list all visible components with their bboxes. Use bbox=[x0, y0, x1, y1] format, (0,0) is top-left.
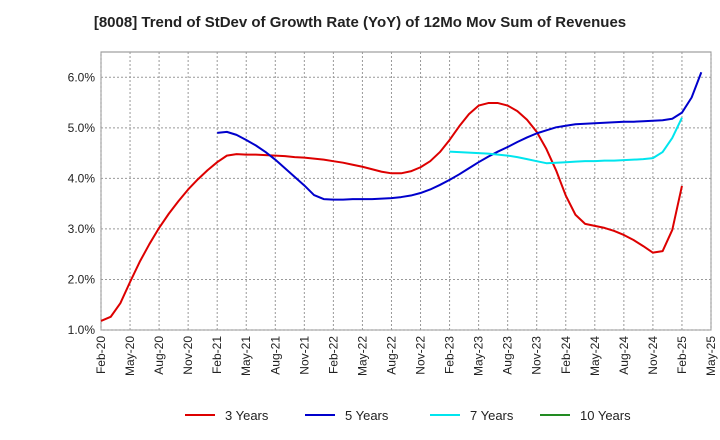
y-tick-label: 6.0% bbox=[68, 70, 96, 84]
legend-label: 10 Years bbox=[580, 408, 631, 423]
x-tick-label: Aug-22 bbox=[384, 336, 398, 375]
x-tick-label: Feb-23 bbox=[443, 336, 457, 374]
y-tick-label: 2.0% bbox=[68, 272, 96, 286]
x-axis-ticks: Feb-20 May-20 Aug-20 Nov-20 Feb-21 May-21 Aug-… bbox=[94, 336, 718, 376]
x-tick-label: Feb-21 bbox=[210, 336, 224, 374]
series-line-7-years bbox=[449, 117, 683, 165]
x-tick-label: Nov-21 bbox=[297, 336, 311, 375]
y-tick-label: 1.0% bbox=[68, 323, 96, 337]
legend-label: 3 Years bbox=[225, 408, 269, 423]
x-tick-label: Feb-24 bbox=[559, 336, 573, 374]
x-tick-label: May-23 bbox=[472, 336, 486, 376]
x-tick-label: Aug-23 bbox=[501, 336, 515, 375]
x-tick-label: May-20 bbox=[123, 336, 137, 376]
series-layer bbox=[100, 71, 703, 322]
x-tick-label: Feb-22 bbox=[326, 336, 340, 374]
x-tick-label: Nov-24 bbox=[646, 336, 660, 375]
x-tick-label: Nov-23 bbox=[530, 336, 544, 375]
x-tick-label: Feb-20 bbox=[94, 336, 108, 374]
series-line-5-years bbox=[217, 71, 703, 201]
x-tick-label: Aug-24 bbox=[617, 336, 631, 375]
x-tick-label: Aug-20 bbox=[152, 336, 166, 375]
x-tick-label: Feb-25 bbox=[675, 336, 689, 374]
x-tick-label: May-24 bbox=[588, 336, 602, 376]
x-tick-label: Aug-21 bbox=[268, 336, 282, 375]
series-line-3-years bbox=[100, 102, 683, 322]
y-axis-ticks: 1.0% 2.0% 3.0% 4.0% 5.0% 6.0% bbox=[68, 70, 96, 337]
chart-title: [8008] Trend of StDev of Growth Rate (Yo… bbox=[93, 14, 627, 31]
y-tick-label: 3.0% bbox=[68, 222, 96, 236]
y-tick-label: 5.0% bbox=[68, 121, 96, 135]
legend: 3 Years 5 Years 7 Years 10 Years bbox=[185, 408, 631, 423]
x-tick-label: Nov-20 bbox=[181, 336, 195, 375]
y-tick-label: 4.0% bbox=[68, 171, 96, 185]
x-tick-label: May-22 bbox=[355, 336, 369, 376]
plot-area bbox=[100, 51, 712, 331]
x-tick-label: Nov-22 bbox=[414, 336, 428, 375]
x-tick-label: May-25 bbox=[704, 336, 718, 376]
legend-label: 7 Years bbox=[470, 408, 514, 423]
legend-label: 5 Years bbox=[345, 408, 389, 423]
x-tick-label: May-21 bbox=[239, 336, 253, 376]
